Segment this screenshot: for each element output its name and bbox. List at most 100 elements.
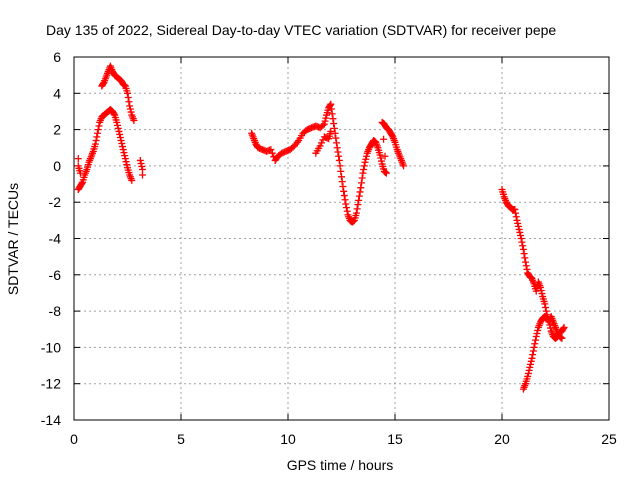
data-point [322,114,330,122]
y-tick-label: 6 [53,49,61,65]
data-point [326,101,334,109]
data-point [93,133,101,141]
data-point [99,80,107,88]
y-tick-label: 4 [53,85,61,101]
data-point [354,201,362,209]
x-tick-label: 15 [387,431,403,447]
data-point [340,192,348,200]
data-point [526,363,534,371]
data-point [511,205,519,213]
data-point [126,102,134,110]
data-point [341,196,349,204]
data-point [356,188,364,196]
data-point [76,169,84,177]
data-point [522,258,530,266]
data-point [377,157,385,165]
data-series-arc-3 [498,185,568,393]
data-point [362,152,370,160]
data-point [512,213,520,221]
data-point [376,151,384,159]
data-point [126,105,134,113]
data-point [110,110,118,118]
data-point [353,205,361,213]
data-point [338,178,346,186]
data-point [339,182,347,190]
data-point [362,155,370,163]
data-point [113,118,121,126]
data-point [330,124,338,132]
y-tick-label: -4 [49,231,62,247]
data-series-arc-1a [74,106,136,193]
data-series-arc-1c [74,155,146,179]
data-point [513,216,521,224]
data-point [527,357,535,365]
data-point [524,369,532,377]
data-point [120,149,128,157]
data-point [521,254,529,262]
data-point [534,326,542,334]
data-point [320,120,328,128]
data-point [319,121,327,129]
data-point [531,340,539,348]
data-series-arc-2 [248,100,408,226]
data-point [316,142,324,150]
data-point [515,225,523,233]
data-point [138,171,146,179]
data-point [559,325,567,333]
data-point [528,354,536,362]
data-point [400,162,408,170]
data-point [119,143,127,151]
y-axis-label: SDTVAR / TECUs [5,183,21,295]
data-point [332,134,340,142]
data-point [95,122,103,130]
x-tick-label: 20 [494,431,510,447]
data-point [529,351,537,359]
data-point [114,121,122,129]
y-tick-label: -12 [41,376,61,392]
data-point [342,200,350,208]
data-marks [74,62,568,393]
data-point [116,130,124,138]
data-point [121,152,129,160]
x-tick-label: 5 [177,431,185,447]
data-point [335,152,343,160]
data-point [268,149,276,157]
data-point [520,250,528,258]
axis-ticks: 0 5 10 15 20 25 -14 -12 -10 -8 -6 -4 -2 0 2 4 6 [41,49,617,447]
data-series-arc-1b [98,62,138,125]
data-point [519,242,527,250]
data-point [355,196,363,204]
data-point [519,245,527,253]
data-point [538,290,546,298]
data-point [118,140,126,148]
data-point [361,158,369,166]
data-point [94,126,102,134]
data-point [512,209,520,217]
data-point [523,265,531,273]
data-point [525,366,533,374]
data-point [117,136,125,144]
data-point [558,334,566,342]
data-point [542,303,550,311]
data-point [537,287,545,295]
data-point [94,129,102,137]
x-tick-label: 25 [601,431,617,447]
data-point [388,132,396,140]
data-point [336,162,344,170]
data-point [127,108,135,116]
data-point [514,219,522,227]
data-point [381,152,389,160]
data-point [522,262,530,270]
data-point [321,117,329,125]
data-point [333,139,341,147]
data-point [136,156,144,164]
data-point [74,155,82,163]
data-point [330,120,338,128]
data-point [342,204,350,212]
chart-title: Day 135 of 2022, Sidereal Day-to-day VTE… [46,22,556,38]
data-point [532,336,540,344]
data-point [360,166,368,174]
data-point [333,144,341,152]
data-point [123,161,131,169]
